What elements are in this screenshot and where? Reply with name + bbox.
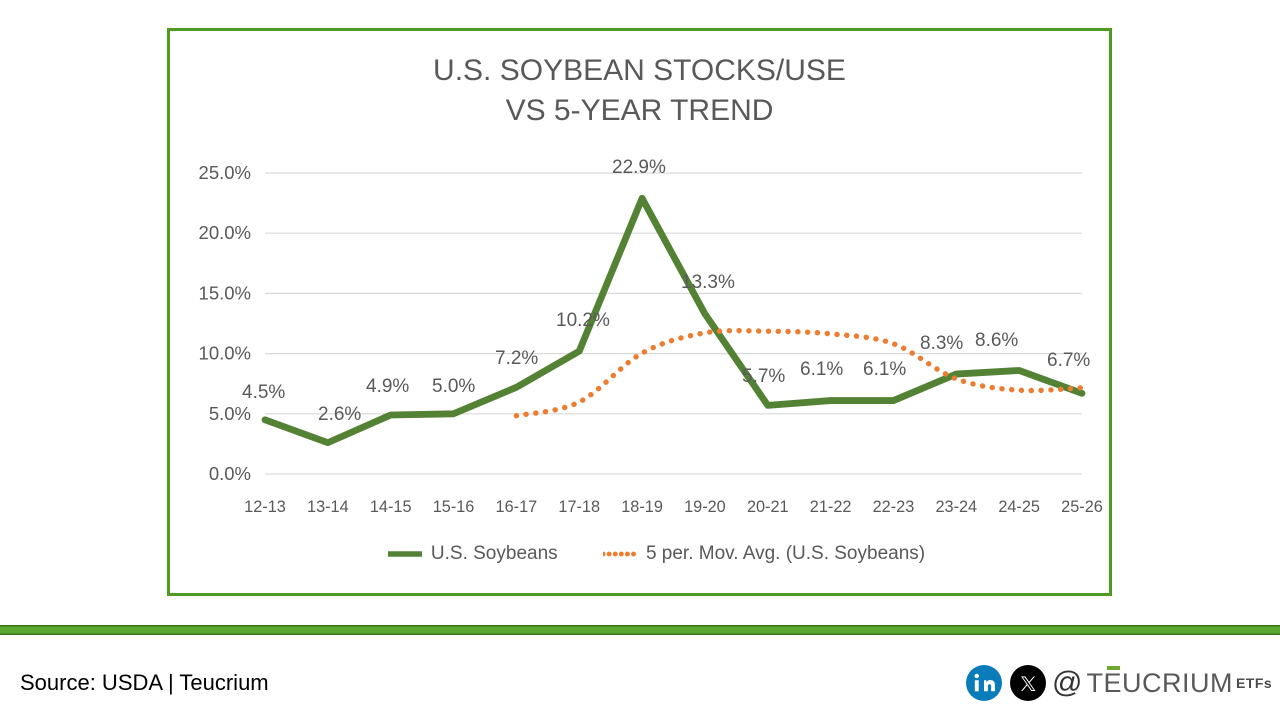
svg-text:0.0%: 0.0% <box>209 463 251 484</box>
svg-text:23-24: 23-24 <box>935 498 977 516</box>
svg-text:20.0%: 20.0% <box>199 222 251 243</box>
svg-text:17-18: 17-18 <box>558 498 600 516</box>
svg-text:24-25: 24-25 <box>998 498 1040 516</box>
svg-text:15-16: 15-16 <box>433 498 475 516</box>
svg-text:14-15: 14-15 <box>370 498 412 516</box>
svg-text:13-14: 13-14 <box>307 498 349 516</box>
svg-text:15.0%: 15.0% <box>199 282 251 303</box>
svg-text:20-21: 20-21 <box>747 498 789 516</box>
svg-text:22-23: 22-23 <box>873 498 915 516</box>
svg-text:25.0%: 25.0% <box>199 162 251 183</box>
svg-text:21-22: 21-22 <box>810 498 852 516</box>
svg-text:18-19: 18-19 <box>621 498 663 516</box>
svg-text:10.0%: 10.0% <box>199 343 251 364</box>
svg-text:5.0%: 5.0% <box>209 403 251 424</box>
svg-text:12-13: 12-13 <box>244 498 286 516</box>
svg-text:25-26: 25-26 <box>1061 498 1103 516</box>
svg-text:19-20: 19-20 <box>684 498 726 516</box>
svg-text:16-17: 16-17 <box>496 498 538 516</box>
